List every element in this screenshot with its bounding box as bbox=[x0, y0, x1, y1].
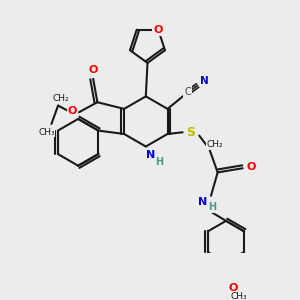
Text: O: O bbox=[88, 65, 98, 76]
Text: CH₃: CH₃ bbox=[230, 292, 247, 300]
Text: O: O bbox=[68, 106, 77, 116]
Text: N: N bbox=[200, 76, 209, 86]
Text: H: H bbox=[208, 202, 217, 212]
Text: CH₂: CH₂ bbox=[52, 94, 69, 103]
Text: CH₂: CH₂ bbox=[206, 140, 223, 149]
Text: CH₃: CH₃ bbox=[38, 128, 55, 137]
Text: O: O bbox=[154, 25, 163, 35]
Text: C: C bbox=[184, 87, 191, 97]
Text: H: H bbox=[155, 157, 163, 166]
Text: O: O bbox=[228, 283, 237, 293]
Text: N: N bbox=[198, 197, 207, 208]
Text: N: N bbox=[146, 150, 155, 160]
Text: S: S bbox=[186, 126, 195, 139]
Text: O: O bbox=[246, 162, 256, 172]
